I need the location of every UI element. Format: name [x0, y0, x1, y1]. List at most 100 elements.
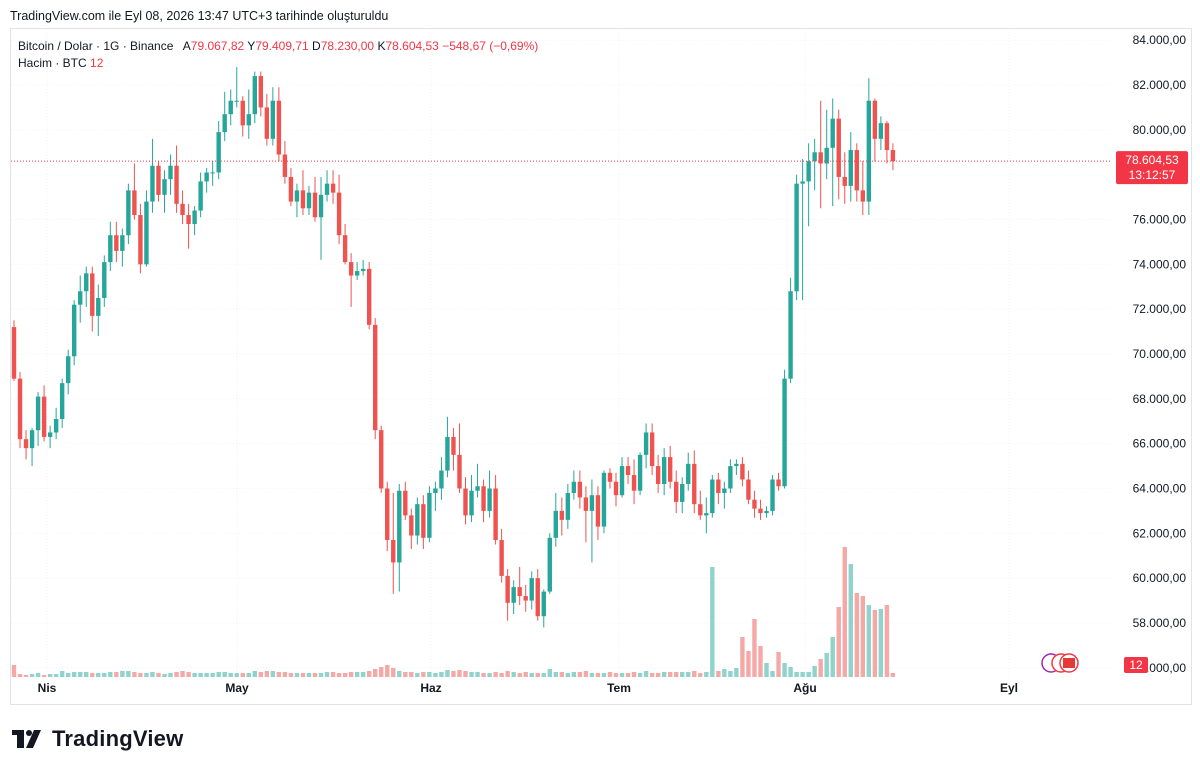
- candle-body[interactable]: [565, 492, 571, 520]
- candle-body[interactable]: [126, 190, 131, 236]
- candle-body[interactable]: [469, 490, 474, 516]
- candle-body[interactable]: [631, 475, 637, 491]
- candle-body[interactable]: [559, 510, 565, 520]
- candle-body[interactable]: [11, 327, 17, 379]
- candle-body[interactable]: [84, 273, 89, 292]
- candle-body[interactable]: [463, 488, 468, 516]
- candle-body[interactable]: [72, 304, 77, 357]
- candle-body[interactable]: [770, 479, 775, 511]
- candle-body[interactable]: [433, 488, 438, 493]
- candle-body[interactable]: [415, 504, 420, 536]
- candle-body[interactable]: [379, 430, 384, 489]
- candle-body[interactable]: [114, 235, 119, 251]
- candle-body[interactable]: [583, 497, 589, 511]
- candle-body[interactable]: [535, 578, 540, 617]
- chart-canvas[interactable]: 84.000,0082.000,0080.000,0078.000,0076.0…: [11, 29, 1191, 704]
- candle-body[interactable]: [529, 578, 534, 601]
- candle-body[interactable]: [294, 190, 300, 202]
- candle-body[interactable]: [162, 179, 167, 195]
- candle-body[interactable]: [282, 154, 288, 177]
- candle-body[interactable]: [475, 486, 480, 491]
- candle-body[interactable]: [342, 235, 348, 263]
- candle-body[interactable]: [330, 183, 336, 193]
- candle-body[interactable]: [360, 268, 366, 272]
- candle-body[interactable]: [222, 114, 227, 133]
- candle-body[interactable]: [613, 481, 619, 496]
- candle-body[interactable]: [59, 383, 65, 419]
- candle-body[interactable]: [499, 540, 504, 576]
- candle-body[interactable]: [607, 472, 613, 482]
- candle-body[interactable]: [704, 513, 709, 516]
- candle-body[interactable]: [734, 463, 739, 467]
- candle-body[interactable]: [150, 165, 155, 202]
- candle-body[interactable]: [354, 271, 360, 276]
- candle-body[interactable]: [403, 490, 408, 516]
- candle-body[interactable]: [186, 215, 191, 224]
- candle-body[interactable]: [577, 481, 583, 498]
- candle-body[interactable]: [348, 262, 354, 276]
- candle-body[interactable]: [132, 190, 137, 216]
- candle-body[interactable]: [481, 486, 486, 511]
- candle-body[interactable]: [180, 203, 185, 216]
- candle-body[interactable]: [451, 436, 456, 455]
- candle-body[interactable]: [192, 210, 197, 224]
- candle-body[interactable]: [47, 432, 53, 437]
- candle-body[interactable]: [842, 176, 847, 186]
- candle-body[interactable]: [740, 463, 745, 480]
- candle-body[interactable]: [204, 172, 209, 182]
- candle-body[interactable]: [728, 466, 733, 489]
- candle-body[interactable]: [385, 488, 390, 541]
- candle-body[interactable]: [800, 181, 805, 184]
- candle-body[interactable]: [782, 378, 787, 487]
- candle-body[interactable]: [90, 273, 95, 316]
- candle-body[interactable]: [680, 484, 685, 502]
- candle-body[interactable]: [710, 479, 715, 514]
- candle-body[interactable]: [373, 324, 378, 431]
- candle-body[interactable]: [78, 291, 83, 305]
- candle-body[interactable]: [336, 192, 342, 236]
- candle-body[interactable]: [397, 490, 402, 563]
- candle-body[interactable]: [144, 201, 149, 265]
- candle-body[interactable]: [571, 481, 577, 493]
- candle-body[interactable]: [156, 165, 161, 195]
- candle-body[interactable]: [29, 430, 35, 449]
- candle-body[interactable]: [866, 100, 872, 202]
- candle-body[interactable]: [764, 510, 769, 514]
- candle-body[interactable]: [210, 172, 215, 174]
- candle-body[interactable]: [41, 396, 47, 437]
- candle-body[interactable]: [421, 504, 426, 538]
- candle-body[interactable]: [553, 510, 558, 538]
- candle-body[interactable]: [324, 183, 330, 195]
- candle-body[interactable]: [138, 215, 143, 265]
- candle-body[interactable]: [306, 192, 312, 209]
- candle-body[interactable]: [270, 100, 276, 139]
- candle-body[interactable]: [258, 76, 264, 108]
- candle-body[interactable]: [240, 100, 245, 126]
- candle-body[interactable]: [601, 472, 607, 527]
- candle-body[interactable]: [595, 495, 601, 527]
- candle-body[interactable]: [794, 183, 799, 292]
- candle-body[interactable]: [445, 436, 450, 471]
- candle-body[interactable]: [860, 190, 866, 202]
- candle-body[interactable]: [836, 118, 841, 177]
- candle-body[interactable]: [511, 587, 516, 603]
- candle-body[interactable]: [619, 466, 625, 496]
- candle-body[interactable]: [53, 419, 59, 433]
- candle-body[interactable]: [391, 540, 396, 563]
- candle-body[interactable]: [661, 457, 667, 484]
- candle-body[interactable]: [872, 100, 878, 139]
- candle-body[interactable]: [884, 123, 890, 151]
- candle-body[interactable]: [439, 470, 444, 489]
- candle-body[interactable]: [643, 432, 649, 455]
- candle-body[interactable]: [228, 100, 233, 115]
- candle-body[interactable]: [788, 291, 793, 379]
- candle-body[interactable]: [102, 262, 107, 298]
- legend-symbol[interactable]: Bitcoin / Dolar · 1G · Binance: [18, 39, 174, 53]
- footer-brand[interactable]: TradingView: [12, 726, 183, 752]
- candle-body[interactable]: [589, 495, 595, 511]
- candle-body[interactable]: [758, 508, 763, 514]
- candle-body[interactable]: [246, 114, 251, 126]
- candle-body[interactable]: [493, 488, 498, 541]
- candle-body[interactable]: [252, 76, 257, 115]
- candle-body[interactable]: [674, 481, 679, 502]
